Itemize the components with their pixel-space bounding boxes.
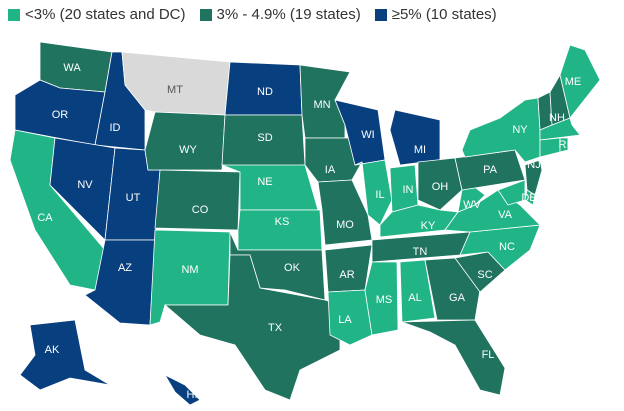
state-label: SC (477, 269, 492, 281)
legend-label: <3% (20 states and DC) (25, 6, 186, 23)
state-label: TN (413, 246, 428, 258)
state (144, 111, 226, 171)
state (154, 169, 241, 231)
state-label: IN (403, 184, 414, 196)
state (559, 137, 569, 153)
state-label: FL (482, 349, 495, 361)
state (317, 179, 373, 246)
state-label: NH (549, 112, 565, 124)
legend-label: ≥5% (10 states) (391, 6, 497, 23)
legend-item: <3% (20 states and DC) (8, 6, 186, 23)
legend-label: 3% - 4.9% (19 states) (216, 6, 361, 23)
legend-swatch (8, 8, 20, 21)
state (299, 64, 351, 139)
state (389, 109, 441, 166)
state-label: MT (167, 84, 183, 96)
state-label: IA (325, 164, 336, 176)
state-label: WI (361, 129, 374, 141)
state-label: ID (110, 122, 121, 134)
legend-item: 3% - 4.9% (19 states) (199, 6, 361, 23)
state-label: PA (483, 164, 498, 176)
state (364, 261, 399, 336)
legend: <3% (20 states and DC) 3% - 4.9% (19 stat… (8, 6, 497, 23)
legend-item: ≥5% (10 states) (374, 6, 497, 23)
state-label: NM (181, 264, 198, 276)
state-label: VA (498, 209, 513, 221)
state (401, 319, 506, 396)
state-label: MI (414, 144, 426, 156)
state-label: ME (565, 76, 582, 88)
state-label: OH (432, 181, 449, 193)
state (484, 179, 526, 206)
state-label: NY (512, 124, 528, 136)
state-label: KS (275, 216, 290, 228)
state-label: IL (375, 189, 384, 201)
state (327, 289, 373, 346)
legend-swatch (374, 8, 387, 21)
state-label: MN (313, 99, 330, 111)
state-label: KY (421, 220, 436, 232)
state-label: OR (52, 109, 69, 121)
state-label: CA (37, 212, 53, 224)
state-label: MO (336, 219, 354, 231)
state-label: MS (376, 294, 393, 306)
state-label: ND (257, 86, 273, 98)
state (559, 44, 601, 119)
state-label: WY (179, 144, 197, 156)
state-label: AL (408, 292, 421, 304)
state-label: NJ (527, 159, 540, 171)
state-label: AK (45, 344, 60, 356)
state (19, 319, 111, 391)
state (163, 254, 341, 401)
state-label: OK (284, 262, 301, 274)
state (457, 184, 486, 213)
state (399, 259, 436, 323)
state-label: AR (339, 269, 354, 281)
legend-swatch (199, 8, 212, 21)
state-label: NE (257, 176, 272, 188)
state-label: UT (126, 192, 141, 204)
state (417, 157, 463, 211)
state-label: NV (77, 179, 93, 191)
state (524, 159, 543, 196)
state-label: TX (268, 322, 283, 334)
state-label: HI (187, 389, 198, 401)
state-label: DE (521, 192, 536, 204)
state-label: SD (257, 132, 272, 144)
state (163, 374, 201, 406)
state (539, 137, 561, 158)
state-label: RI (559, 139, 570, 151)
state-label: CO (192, 204, 209, 216)
state-label: NC (499, 241, 515, 253)
state-label: LA (338, 314, 352, 326)
state-label: WV (463, 199, 481, 211)
state-label: GA (449, 292, 466, 304)
state (524, 189, 536, 206)
state-label: AZ (118, 262, 132, 274)
state (379, 204, 459, 238)
state-label: WA (63, 62, 81, 74)
